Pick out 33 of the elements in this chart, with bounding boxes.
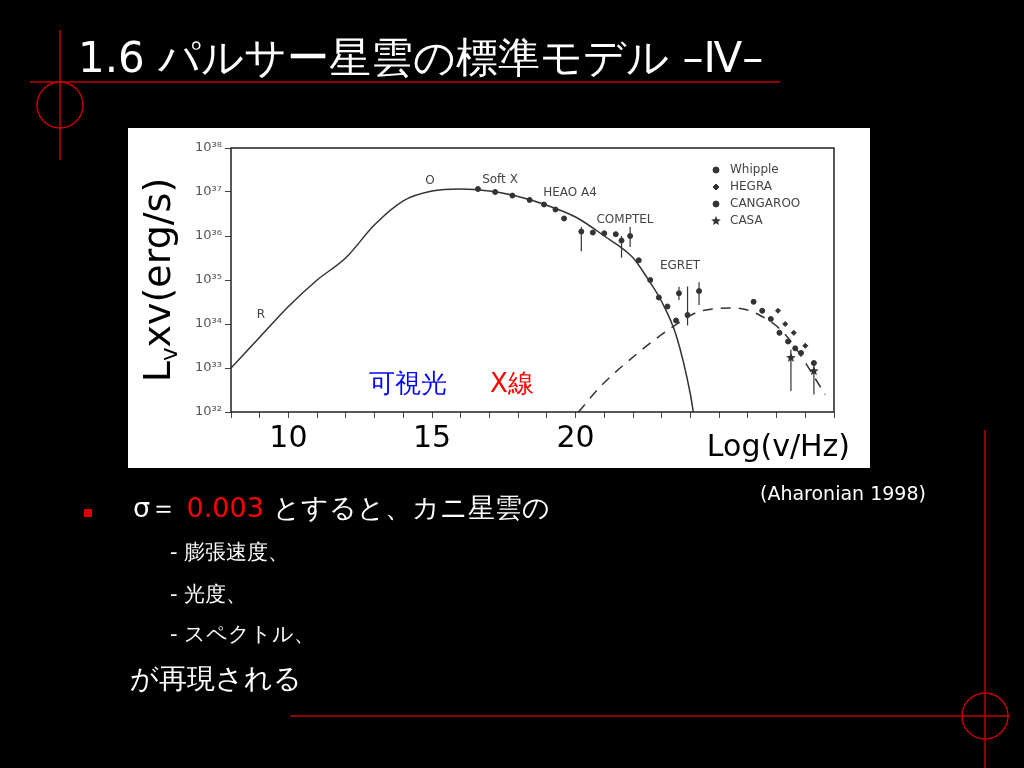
y-tick-label: 10³⁴ (195, 315, 222, 331)
annotation: O (425, 173, 435, 188)
y-tick-label: 10³³ (195, 359, 222, 375)
text: とすると、カニ星雲の (273, 492, 551, 523)
annotation: COMPTEL (596, 212, 654, 227)
x-tick-label: 10 (269, 418, 308, 454)
annotation: R (256, 307, 266, 322)
text: (Aharonian 1998) (760, 482, 926, 504)
y-tick-label: 10³⁵ (195, 271, 222, 287)
x-tick-label: 15 (412, 418, 452, 454)
text: - スペクトル、 (170, 622, 316, 646)
text: - 膨張速度、 (170, 540, 290, 564)
x-tick-label: 20 (556, 418, 595, 454)
text: - 光度、 (170, 582, 248, 606)
text: σ＝ (133, 492, 178, 523)
y-tick-label: 10³⁷ (195, 183, 222, 199)
y-tick-label: 10³⁸ (195, 139, 222, 155)
text: が再現される (130, 662, 302, 695)
annotation: X線 (490, 367, 534, 398)
y-tick-label: 10³² (195, 403, 222, 419)
legend-label: CANGAROO (730, 196, 801, 211)
y-axis-title: Lvxv(erg/s) (134, 177, 183, 383)
y-tick-label: 10³⁶ (195, 227, 222, 243)
annotation: HEAO A4 (543, 185, 597, 200)
legend-label: Whipple (730, 162, 779, 177)
legend-label: HEGRA (730, 179, 773, 194)
annotation: EGRET (659, 258, 701, 273)
annotation: 可視光 (369, 367, 447, 398)
annotation: Soft X (482, 172, 518, 187)
chart-title: 1.6 パルサー星雲の標準モデル –Ⅳ– (78, 32, 764, 84)
x-axis-title: Log(v/Hz) (706, 427, 851, 463)
text: 0.003 (186, 492, 264, 523)
legend-label: CASA (730, 213, 764, 228)
